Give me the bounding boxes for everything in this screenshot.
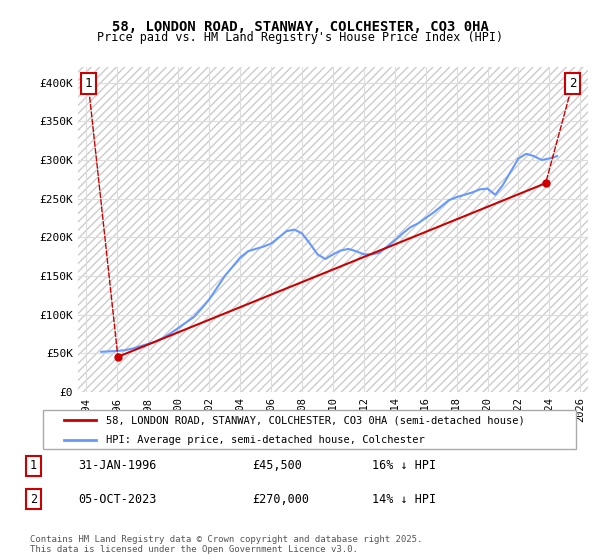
Text: 05-OCT-2023: 05-OCT-2023 — [78, 493, 157, 506]
Text: 14% ↓ HPI: 14% ↓ HPI — [372, 493, 436, 506]
Text: 1: 1 — [30, 459, 37, 472]
Text: 1: 1 — [85, 77, 118, 354]
Text: 58, LONDON ROAD, STANWAY, COLCHESTER, CO3 0HA: 58, LONDON ROAD, STANWAY, COLCHESTER, CO… — [112, 20, 488, 34]
FancyBboxPatch shape — [43, 410, 576, 449]
Text: 31-JAN-1996: 31-JAN-1996 — [78, 459, 157, 472]
Text: 2: 2 — [547, 77, 577, 180]
Text: 58, LONDON ROAD, STANWAY, COLCHESTER, CO3 0HA (semi-detached house): 58, LONDON ROAD, STANWAY, COLCHESTER, CO… — [106, 415, 525, 425]
Text: HPI: Average price, semi-detached house, Colchester: HPI: Average price, semi-detached house,… — [106, 435, 425, 445]
Text: Price paid vs. HM Land Registry's House Price Index (HPI): Price paid vs. HM Land Registry's House … — [97, 31, 503, 44]
Text: 2: 2 — [30, 493, 37, 506]
Text: £45,500: £45,500 — [252, 459, 302, 472]
Text: £270,000: £270,000 — [252, 493, 309, 506]
Text: 16% ↓ HPI: 16% ↓ HPI — [372, 459, 436, 472]
Text: Contains HM Land Registry data © Crown copyright and database right 2025.
This d: Contains HM Land Registry data © Crown c… — [30, 535, 422, 554]
